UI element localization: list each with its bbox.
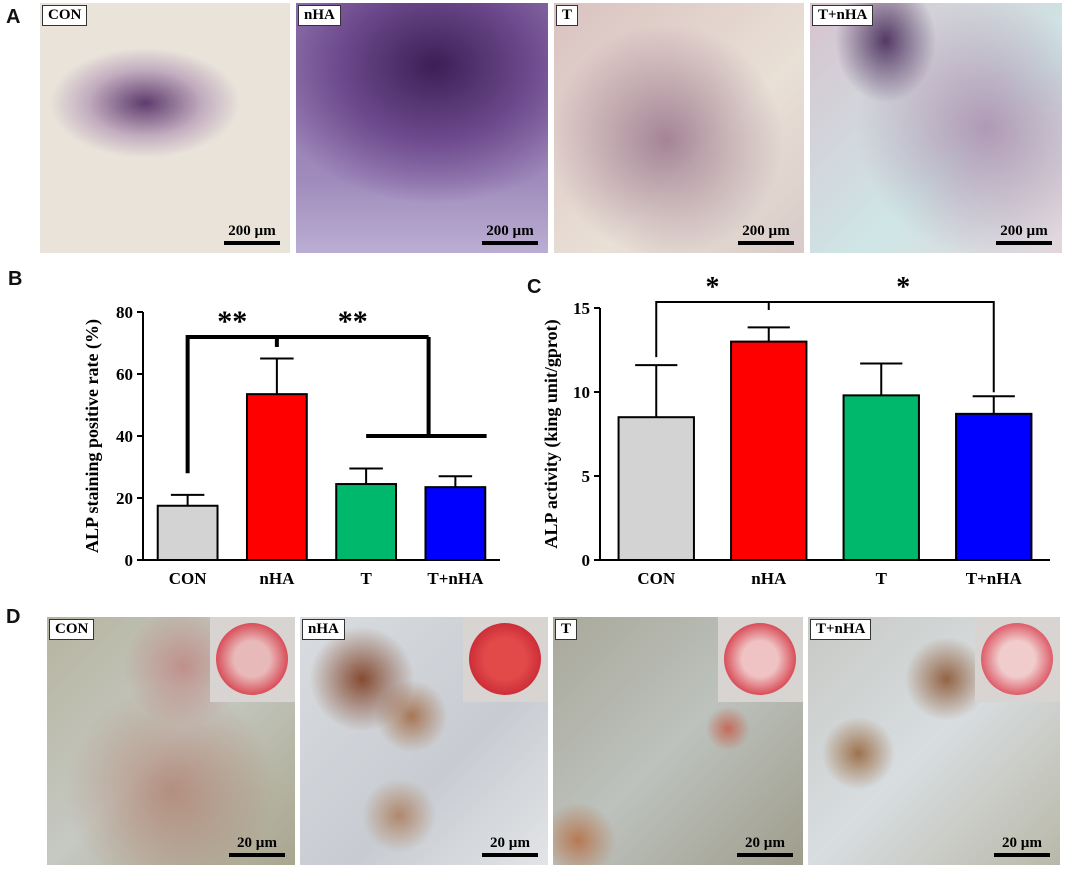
y-tick-label: 15 bbox=[573, 299, 590, 318]
micrograph-d-t: T 20 µm bbox=[553, 617, 803, 865]
y-tick-label: 20 bbox=[116, 489, 133, 508]
panel-letter-c: C bbox=[527, 276, 542, 298]
image-label: T bbox=[556, 5, 579, 26]
y-axis-label: ALP activity (king unit/gprot) bbox=[541, 319, 562, 548]
significance-bracket bbox=[655, 301, 995, 393]
bar-con bbox=[617, 416, 695, 561]
y-tick-label: 0 bbox=[125, 551, 134, 570]
y-tick-label: 60 bbox=[116, 365, 133, 384]
x-tick-label: CON bbox=[169, 569, 208, 588]
scale-bar: 20 µm bbox=[482, 835, 538, 857]
significance-marker: ** bbox=[338, 305, 368, 338]
chart-b-alp-staining: 0 20 40 60 80 ALP staining positive rate (%) C… bbox=[82, 303, 500, 588]
y-tick-label: 10 bbox=[573, 383, 590, 402]
micrograph-d-nha: nHA 20 µm bbox=[300, 617, 548, 865]
y-tick-label: 0 bbox=[582, 551, 591, 570]
scale-bar: 20 µm bbox=[229, 835, 285, 857]
micrograph-d-con: CON 20 µm bbox=[47, 617, 295, 865]
scale-bar: 200 µm bbox=[482, 223, 538, 245]
y-tick-label: 80 bbox=[116, 303, 133, 322]
significance-marker: * bbox=[896, 272, 910, 303]
x-tick-label: T+nHA bbox=[966, 569, 1023, 588]
x-tick-label: nHA bbox=[751, 569, 787, 588]
significance-marker: ** bbox=[217, 305, 247, 338]
culture-well-inset bbox=[463, 617, 548, 702]
panel-letter-a: A bbox=[6, 6, 21, 28]
culture-well-inset bbox=[210, 617, 295, 702]
image-label: nHA bbox=[298, 5, 341, 26]
panel-letter-d: D bbox=[6, 606, 21, 628]
bar-nha bbox=[730, 340, 808, 561]
y-tick-label: 5 bbox=[582, 467, 591, 486]
image-label: T+nHA bbox=[810, 619, 872, 640]
micrograph-a-con: CON 200 µm bbox=[40, 3, 290, 253]
x-tick-label: T bbox=[876, 569, 888, 588]
bar-t-nha bbox=[424, 486, 487, 561]
image-label: CON bbox=[42, 5, 88, 26]
y-axis-label: ALP staining positive rate (%) bbox=[82, 319, 103, 553]
micrograph-a-t: T 200 µm bbox=[554, 3, 804, 253]
image-label: CON bbox=[49, 619, 95, 640]
image-label: T+nHA bbox=[812, 5, 874, 26]
x-tick-label: T+nHA bbox=[427, 569, 484, 588]
x-tick-label: CON bbox=[637, 569, 676, 588]
significance-bracket bbox=[185, 335, 429, 474]
panel-letter-b: B bbox=[8, 268, 23, 290]
scale-bar: 200 µm bbox=[224, 223, 280, 245]
x-tick-label: T bbox=[360, 569, 372, 588]
scale-bar: 20 µm bbox=[994, 835, 1050, 857]
bar-t bbox=[335, 483, 398, 561]
micrograph-d-tnha: T+nHA 20 µm bbox=[808, 617, 1060, 865]
scale-bar: 20 µm bbox=[737, 835, 793, 857]
culture-well-inset bbox=[718, 617, 803, 702]
image-label: nHA bbox=[302, 619, 345, 640]
bar-con bbox=[156, 504, 219, 561]
micrograph-a-tnha: T+nHA 200 µm bbox=[810, 3, 1062, 253]
scale-bar: 200 µm bbox=[996, 223, 1052, 245]
culture-well-inset bbox=[975, 617, 1060, 702]
micrograph-a-nha: nHA 200 µm bbox=[296, 3, 548, 253]
bar-t bbox=[842, 394, 920, 561]
scale-bar: 200 µm bbox=[738, 223, 794, 245]
chart-c-alp-activity: 0 5 10 15 ALP activity (king unit/gprot) CON n… bbox=[541, 272, 1050, 588]
significance-marker: * bbox=[706, 272, 720, 303]
bar-nha bbox=[245, 393, 308, 561]
image-label: T bbox=[555, 619, 578, 640]
bar-t-nha bbox=[955, 412, 1033, 561]
y-tick-label: 40 bbox=[116, 427, 133, 446]
x-tick-label: nHA bbox=[259, 569, 295, 588]
